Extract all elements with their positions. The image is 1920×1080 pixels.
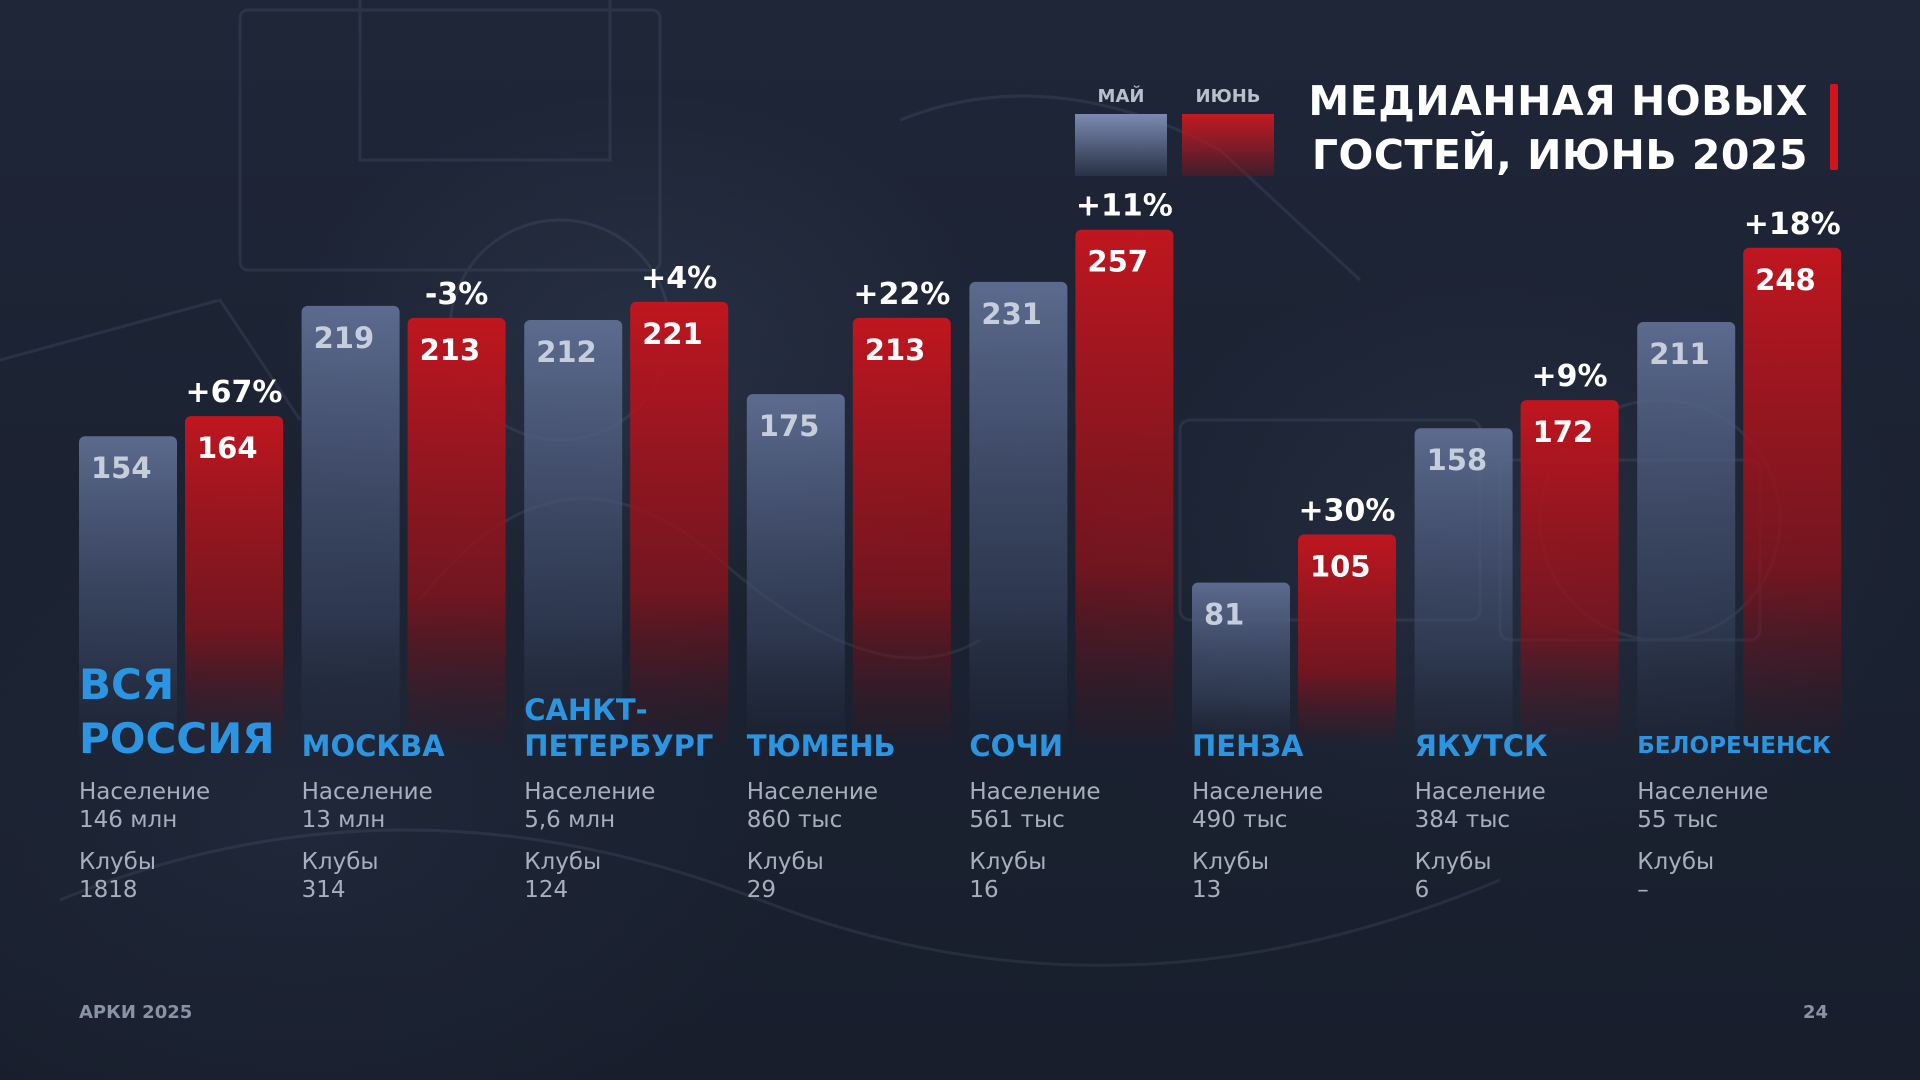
population-label: Население [969,779,1101,805]
city-name: МОСКВА [301,729,445,763]
change-label: -3% [425,277,488,312]
data-label-june: 172 [1533,415,1594,449]
legend-swatch-june [1182,114,1274,176]
bar-june [630,301,729,745]
data-label-june: 164 [197,431,258,465]
title-accent-bar [1830,84,1838,170]
data-label-may: 158 [1427,443,1488,477]
bar-june [1298,534,1396,745]
clubs-value: 314 [301,877,346,903]
population-value: 490 тыс [1192,807,1288,833]
title-line-1: МЕДИАННАЯ НОВЫХ [1308,77,1808,125]
clubs-value: 29 [746,877,777,903]
data-label-may: 212 [536,335,597,369]
clubs-value: 16 [969,877,999,903]
population-label: Население [1637,779,1769,805]
city-name: ТЮМЕНЬ [746,729,896,763]
data-label-may: 211 [1649,337,1710,371]
bar-may [79,436,177,745]
clubs-label: Клубы [79,849,156,875]
clubs-label: Клубы [301,849,379,875]
data-label-may: 154 [91,451,152,485]
bar-june [1075,229,1174,746]
title-line-2: ГОСТЕЙ, ИЮНЬ 2025 [1311,131,1808,179]
data-label-june: 105 [1310,549,1371,583]
bar-june [407,317,506,745]
clubs-label: Клубы [1192,849,1269,875]
bar-may [1637,321,1736,745]
population-label: Население [524,779,656,805]
legend-label-may: МАЙ [1097,86,1145,107]
city-name: СОЧИ [969,729,1064,763]
data-label-may: 219 [314,321,375,355]
city-name: ВСЯ РОССИЯ [79,660,275,763]
bar-may [301,305,400,745]
clubs-value: 1818 [79,877,138,903]
clubs-label: Клубы [969,849,1047,875]
city-name: САНКТ- ПЕТЕРБУРГ [524,693,714,763]
bar-may [746,394,845,745]
data-label-may: 231 [981,297,1042,331]
data-label-june: 213 [420,333,481,367]
data-label-may: 81 [1204,598,1244,632]
clubs-label: Клубы [524,849,602,875]
data-label-june: 213 [865,333,926,367]
change-label: +9% [1532,359,1608,394]
clubs-value: – [1637,877,1649,903]
city-name: БЕЛОРЕЧЕНСК [1637,733,1831,759]
population-value: 384 тыс [1414,807,1511,833]
city-name: ЯКУТСК [1414,729,1548,763]
change-label: +4% [641,261,717,296]
legend-label-june: ИЮНЬ [1195,86,1261,107]
population-value: 5,6 млн [524,807,616,833]
population-value: 55 тыс [1637,807,1718,833]
population-label: Население [746,779,878,805]
change-label: +11% [1076,189,1173,224]
change-label: +22% [853,277,950,312]
data-label-june: 248 [1755,263,1816,297]
bar-june [1743,247,1842,745]
change-label: +67% [186,375,283,410]
clubs-label: Клубы [1414,849,1492,875]
bar-may [1192,582,1290,745]
legend-item-may: МАЙ [1075,84,1167,176]
data-label-june: 221 [642,317,703,351]
data-label-may: 175 [759,409,820,443]
data-label-june: 257 [1087,245,1148,279]
chart-title: МЕДИАННАЯ НОВЫХ ГОСТЕЙ, ИЮНЬ 2025 [1308,74,1808,182]
population-value: 561 тыс [969,807,1065,833]
population-label: Население [79,779,211,805]
page-number: 24 [1802,1002,1828,1023]
population-value: 146 млн [79,807,178,833]
bar-june [1520,400,1619,745]
city-name: ПЕНЗА [1192,729,1304,763]
clubs-value: 13 [1192,877,1222,903]
clubs-value: 6 [1414,877,1430,903]
bar-june [852,317,951,745]
population-label: Население [1414,779,1546,805]
legend-item-june: ИЮНЬ [1182,84,1274,176]
bar-may [969,281,1068,745]
population-value: 13 млн [301,807,386,833]
bar-may [1414,428,1513,745]
footer-brand: АРКИ 2025 [79,1002,193,1023]
population-value: 860 тыс [746,807,843,833]
population-label: Население [1192,779,1324,805]
bar-may [524,319,623,745]
clubs-value: 124 [524,877,569,903]
clubs-label: Клубы [746,849,824,875]
clubs-label: Клубы [1637,849,1715,875]
bar-june [185,416,283,745]
legend-swatch-may [1075,114,1167,176]
change-label: +18% [1744,207,1841,242]
population-label: Население [301,779,433,805]
change-label: +30% [1299,493,1396,528]
